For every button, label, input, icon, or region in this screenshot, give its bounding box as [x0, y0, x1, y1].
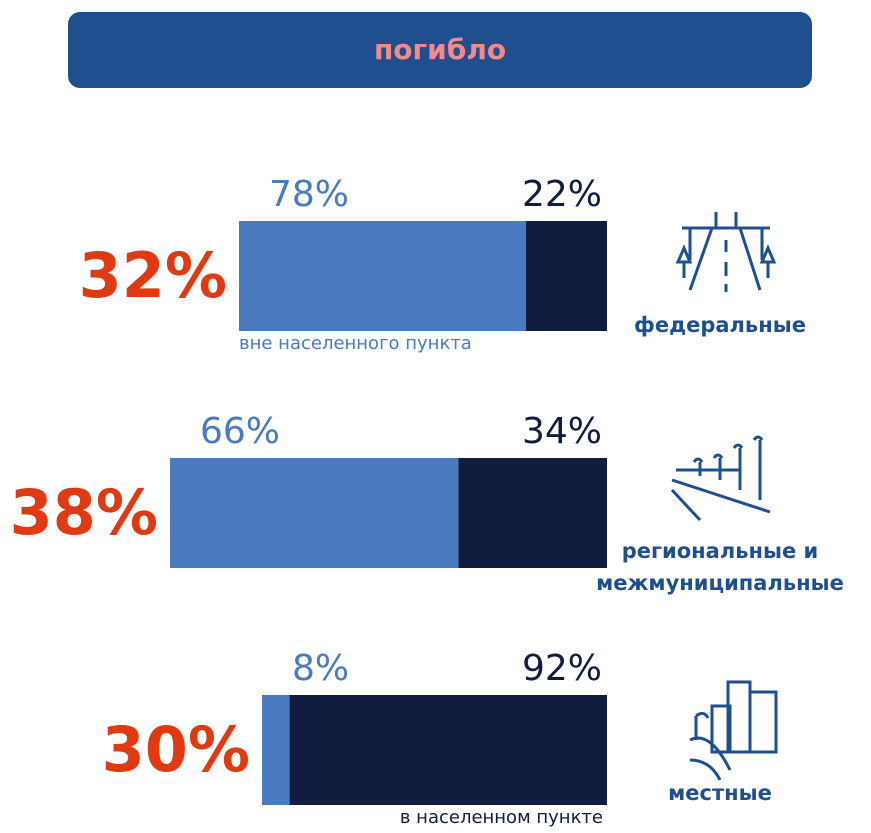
value-label: 66%: [200, 411, 281, 452]
icon-local: [689, 680, 778, 781]
bar-segment: [458, 458, 607, 568]
bar-segment: [262, 695, 290, 805]
chart-title: погибло: [373, 33, 507, 66]
header-bar: [68, 12, 812, 88]
value-label: 22%: [521, 174, 602, 215]
category-label: местные: [668, 781, 772, 805]
icon-federal: [675, 212, 777, 292]
value-label: 78%: [269, 174, 350, 215]
series-label: в населенном пункте: [399, 807, 603, 828]
bar-segment: [526, 221, 607, 331]
share-label: 38%: [9, 476, 158, 549]
category-label: федеральные: [634, 313, 806, 337]
bar-segment: [289, 695, 607, 805]
bar-segment: [170, 458, 459, 568]
value-label: 8%: [292, 648, 350, 689]
series-label: вне населенного пункта: [239, 333, 472, 354]
value-label: 34%: [521, 411, 602, 452]
share-label: 30%: [101, 713, 250, 786]
bar-segment: [239, 221, 527, 331]
share-label: 32%: [78, 239, 227, 312]
value-label: 92%: [521, 648, 602, 689]
category-label: региональные и межмуниципальные: [596, 539, 844, 595]
icon-regional: [670, 435, 771, 522]
